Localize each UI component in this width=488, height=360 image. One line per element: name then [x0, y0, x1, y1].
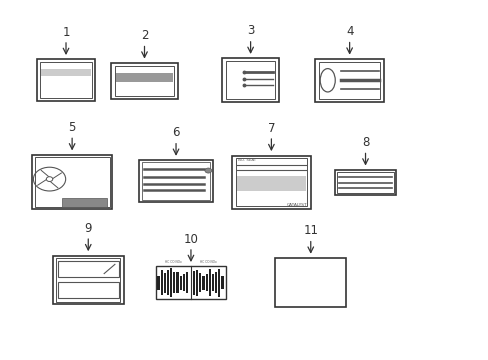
Circle shape — [46, 177, 53, 181]
Bar — [163, 273, 166, 293]
Bar — [111, 63, 177, 99]
Text: NO. SEAT: NO. SEAT — [238, 158, 256, 162]
Bar — [32, 155, 112, 209]
Bar — [222, 58, 278, 102]
Bar — [337, 172, 393, 193]
Bar — [192, 271, 195, 294]
Circle shape — [204, 168, 211, 173]
Bar — [157, 275, 160, 290]
Bar — [232, 156, 310, 209]
Text: HC CO NOx: HC CO NOx — [200, 260, 217, 264]
Bar — [208, 269, 210, 296]
Bar — [235, 158, 306, 206]
Bar — [142, 162, 210, 200]
Bar — [211, 274, 214, 291]
Bar — [40, 62, 92, 98]
Text: 1: 1 — [62, 26, 70, 39]
Text: 8: 8 — [361, 136, 368, 149]
Text: CATALYST: CATALYST — [286, 203, 307, 207]
Bar — [237, 176, 305, 191]
Bar — [205, 274, 207, 291]
Bar — [179, 275, 182, 290]
Bar — [139, 160, 212, 202]
Bar — [196, 270, 198, 296]
Bar — [58, 282, 119, 298]
Bar — [173, 272, 175, 293]
Bar — [160, 270, 163, 296]
Text: 5: 5 — [68, 121, 76, 134]
Bar — [56, 258, 120, 302]
Bar — [35, 157, 109, 207]
Bar — [275, 258, 346, 307]
Text: 9: 9 — [84, 222, 92, 235]
Text: 10: 10 — [183, 233, 198, 246]
Bar — [199, 273, 201, 292]
Bar — [116, 73, 173, 82]
Bar — [166, 270, 169, 295]
Bar — [215, 273, 217, 293]
Text: 7: 7 — [267, 122, 275, 135]
Text: 4: 4 — [345, 25, 353, 38]
Bar — [53, 256, 123, 304]
Bar — [183, 274, 184, 291]
Text: 6: 6 — [172, 126, 180, 139]
Text: 11: 11 — [303, 224, 318, 237]
Bar — [202, 276, 204, 289]
Bar — [170, 268, 172, 297]
Bar — [185, 272, 188, 293]
Bar — [37, 59, 95, 101]
Bar — [315, 59, 383, 102]
Bar — [58, 261, 119, 277]
Text: 2: 2 — [141, 29, 148, 42]
Bar — [62, 198, 106, 207]
Bar — [218, 269, 220, 297]
Bar — [176, 272, 178, 293]
Bar — [334, 170, 395, 195]
Bar — [41, 69, 91, 76]
Bar — [115, 66, 174, 96]
Bar — [318, 62, 380, 99]
Bar — [155, 266, 226, 299]
Bar — [225, 61, 275, 99]
Text: 3: 3 — [246, 24, 254, 37]
Bar — [221, 276, 223, 289]
Text: HC CO NOx: HC CO NOx — [164, 260, 181, 264]
